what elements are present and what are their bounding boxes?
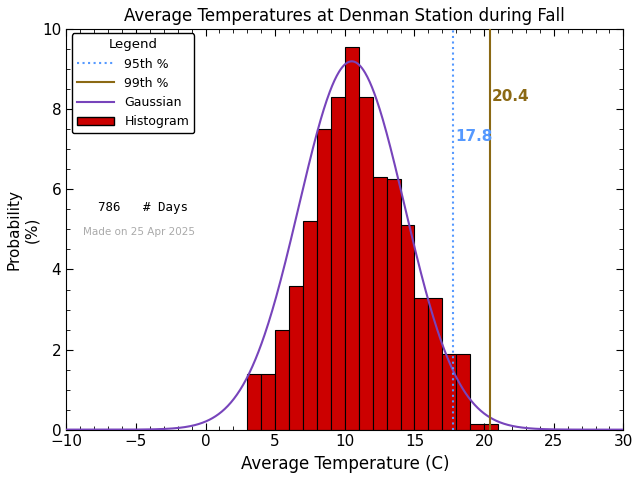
Bar <box>247 373 261 430</box>
Bar <box>303 221 317 430</box>
Bar <box>387 180 401 430</box>
Text: 20.4: 20.4 <box>492 89 529 104</box>
Text: 786   # Days: 786 # Days <box>83 202 188 215</box>
Bar <box>372 178 387 430</box>
Bar <box>359 97 372 430</box>
Bar <box>261 373 275 430</box>
Bar <box>456 354 470 430</box>
Title: Average Temperatures at Denman Station during Fall: Average Temperatures at Denman Station d… <box>124 7 565 25</box>
Text: Made on 25 Apr 2025: Made on 25 Apr 2025 <box>83 228 195 238</box>
Bar <box>484 424 498 430</box>
Bar <box>401 226 415 430</box>
Bar <box>331 97 345 430</box>
Bar <box>415 298 428 430</box>
Legend: 95th %, 99th %, Gaussian, Histogram: 95th %, 99th %, Gaussian, Histogram <box>72 33 194 133</box>
Bar <box>428 298 442 430</box>
Bar <box>275 330 289 430</box>
Bar <box>345 48 359 430</box>
Bar <box>470 424 484 430</box>
X-axis label: Average Temperature (C): Average Temperature (C) <box>241 455 449 473</box>
Bar <box>317 130 331 430</box>
Text: 17.8: 17.8 <box>456 130 493 144</box>
Bar <box>442 354 456 430</box>
Bar <box>289 286 303 430</box>
Y-axis label: Probability
(%): Probability (%) <box>7 189 39 270</box>
